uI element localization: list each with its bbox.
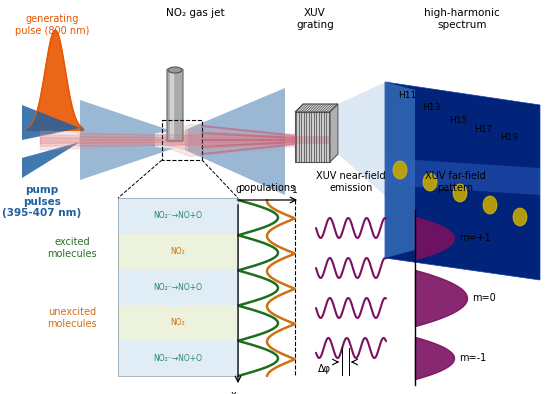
Polygon shape (158, 130, 188, 150)
Polygon shape (295, 104, 338, 112)
Polygon shape (22, 105, 80, 140)
Ellipse shape (453, 184, 467, 202)
FancyBboxPatch shape (118, 198, 238, 234)
Ellipse shape (168, 67, 182, 73)
Text: NO₂ gas jet: NO₂ gas jet (166, 8, 224, 18)
FancyBboxPatch shape (118, 234, 238, 269)
Text: NO₂⁻→NO+O: NO₂⁻→NO+O (153, 282, 202, 292)
Text: populations: populations (238, 183, 295, 193)
Ellipse shape (393, 161, 407, 179)
Text: XUV far-field
pattern: XUV far-field pattern (425, 171, 485, 193)
Text: NO₂: NO₂ (170, 318, 185, 327)
Text: XUV near-field
emission: XUV near-field emission (316, 171, 386, 193)
Text: high-harmonic
spectrum: high-harmonic spectrum (424, 8, 500, 30)
Text: Δφ: Δφ (318, 364, 331, 374)
FancyBboxPatch shape (118, 269, 238, 305)
Ellipse shape (513, 208, 527, 226)
FancyBboxPatch shape (295, 112, 330, 162)
Ellipse shape (423, 173, 437, 191)
Polygon shape (385, 82, 415, 258)
Ellipse shape (483, 196, 497, 214)
Text: generating
pulse (800 nm): generating pulse (800 nm) (15, 14, 89, 35)
Polygon shape (330, 104, 338, 162)
FancyBboxPatch shape (118, 340, 238, 376)
Text: H11: H11 (398, 91, 416, 100)
Text: m=0: m=0 (472, 293, 496, 303)
Text: H19: H19 (500, 133, 518, 142)
Polygon shape (155, 130, 185, 150)
Text: 0: 0 (235, 186, 241, 195)
Text: excited
molecules: excited molecules (47, 237, 97, 259)
FancyBboxPatch shape (167, 69, 183, 141)
Polygon shape (385, 158, 540, 195)
FancyBboxPatch shape (118, 305, 238, 340)
Text: H15: H15 (449, 116, 468, 125)
Text: NO₂: NO₂ (170, 247, 185, 256)
Text: NO₂⁻→NO+O: NO₂⁻→NO+O (153, 211, 202, 220)
Text: XUV
grating: XUV grating (296, 8, 334, 30)
Text: unexcited
molecules: unexcited molecules (47, 307, 97, 329)
Text: NO₂⁻→NO+O: NO₂⁻→NO+O (153, 354, 202, 363)
Text: x: x (231, 390, 237, 394)
Polygon shape (385, 82, 540, 280)
Text: 1: 1 (292, 186, 298, 195)
Text: m=+1: m=+1 (459, 233, 491, 243)
Polygon shape (338, 80, 390, 200)
Text: H17: H17 (474, 125, 492, 134)
Polygon shape (22, 142, 80, 178)
Polygon shape (80, 100, 175, 180)
Text: H13: H13 (422, 103, 440, 112)
Polygon shape (185, 88, 285, 195)
Text: m=-1: m=-1 (459, 353, 486, 363)
Text: pump
pulses
(395-407 nm): pump pulses (395-407 nm) (2, 185, 81, 218)
